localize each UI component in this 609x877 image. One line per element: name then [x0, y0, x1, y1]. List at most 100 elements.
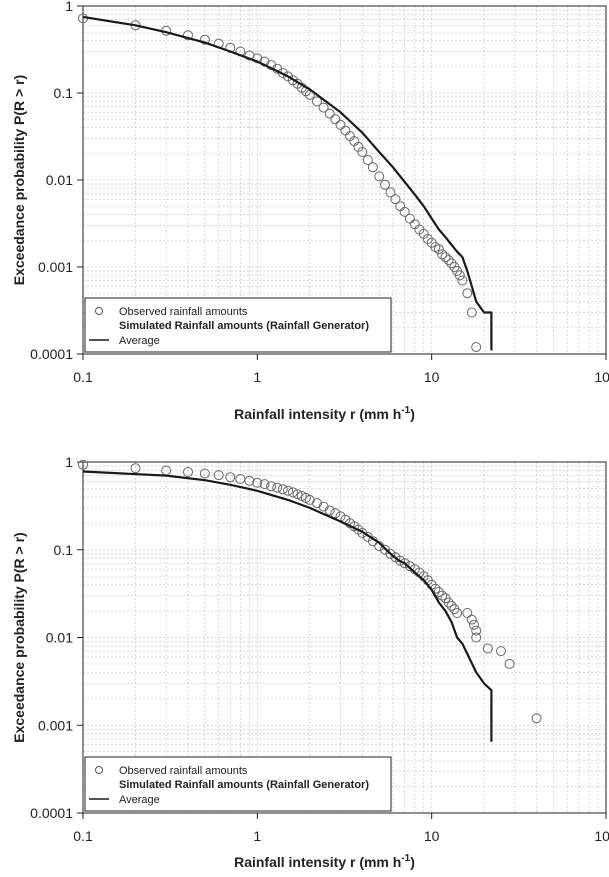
data-point-observed	[324, 108, 335, 119]
data-point-observed	[466, 307, 477, 318]
data-point-observed	[466, 614, 477, 625]
data-point-observed	[496, 646, 506, 657]
data-point-observed	[130, 463, 141, 474]
y-tick-label: 0.01	[46, 630, 73, 646]
data-point-observed	[244, 475, 255, 486]
x-tick-label: 100	[594, 369, 609, 385]
data-point-observed	[404, 561, 415, 572]
data-point-observed	[292, 489, 303, 500]
x-tick-label: 0.1	[73, 369, 93, 385]
data-point-observed	[482, 643, 493, 654]
data-point-observed	[471, 625, 482, 636]
y-axis-title: Exceedance probability P(R > r)	[11, 75, 27, 285]
data-point-observed	[283, 485, 293, 496]
legend-label-average: Average	[119, 335, 160, 347]
data-point-observed	[454, 270, 465, 281]
y-axis-title: Exceedance probability P(R > r)	[11, 532, 27, 742]
data-point-observed	[471, 342, 482, 353]
data-point-observed	[324, 505, 335, 516]
y-tick-label: 0.1	[54, 542, 74, 558]
data-point-observed	[353, 141, 364, 152]
data-point-observed	[353, 524, 364, 535]
data-point-observed	[422, 234, 433, 244]
y-tick-label: 1	[65, 454, 73, 470]
data-point-observed	[335, 119, 346, 130]
x-tick-label: 10	[424, 369, 440, 385]
legend-header-simulated: Simulated Rainfall amounts (Rainfall Gen…	[119, 779, 369, 791]
data-point-observed	[277, 484, 288, 495]
data-point-observed	[443, 597, 454, 608]
data-point-observed	[357, 147, 368, 157]
x-tick-label: 1	[253, 369, 261, 385]
data-point-observed	[340, 125, 351, 136]
data-point-observed	[437, 590, 448, 601]
data-point-observed	[312, 498, 322, 509]
data-point-observed	[531, 713, 542, 724]
data-point-observed	[287, 487, 298, 498]
data-point-observed	[252, 53, 263, 64]
data-point-observed	[252, 477, 263, 488]
legend-label-observed: Observed rainfall amounts	[119, 765, 248, 777]
legend-label-average: Average	[119, 794, 160, 806]
data-point-observed	[266, 481, 277, 492]
data-point-observed	[390, 194, 401, 205]
data-point-observed	[78, 459, 88, 470]
data-point-observed	[385, 548, 396, 559]
x-axis-title: Rainfall intensity r (mm h-1)	[234, 405, 415, 422]
data-point-observed	[462, 608, 473, 618]
data-point-observed	[225, 472, 236, 483]
y-tick-label: 0.1	[54, 85, 74, 101]
y-tick-label: 0.01	[46, 172, 73, 188]
data-point-observed	[462, 288, 473, 299]
data-point-observed	[277, 68, 288, 78]
x-tick-label: 1	[253, 828, 261, 844]
data-point-observed	[330, 114, 341, 125]
series-line-average	[82, 15, 493, 351]
legend: Observed rainfall amounts Simulated Rainf…	[84, 297, 392, 353]
data-point-observed	[399, 206, 410, 217]
data-point-observed	[440, 252, 451, 263]
legend-header-simulated: Simulated Rainfall amounts (Rainfall Gen…	[119, 320, 369, 332]
x-tick-label: 100	[594, 828, 609, 844]
data-point-observed	[374, 171, 385, 182]
legend-label-observed: Observed rainfall amounts	[119, 306, 248, 318]
y-tick-label: 0.0001	[30, 346, 73, 362]
data-point-observed	[437, 249, 448, 260]
data-point-observed	[318, 102, 329, 113]
data-point-observed	[213, 470, 224, 481]
data-point-observed	[199, 34, 210, 45]
chart-panel-top: 0.1 1 10 100 1 0.1 0.01 0.001 0.0001 Rainfall int…	[11, 0, 609, 422]
legend: Observed rainfall amounts Simulated Rainf…	[84, 756, 392, 812]
x-tick-label: 10	[424, 828, 440, 844]
grid	[82, 6, 606, 355]
data-point-observed	[433, 244, 444, 255]
data-point-observed	[367, 162, 378, 173]
legend-marker-observed	[95, 307, 103, 315]
data-point-observed	[399, 558, 410, 569]
y-tick-label: 0.0001	[30, 805, 73, 821]
y-tick-label: 0.001	[38, 259, 73, 275]
data-point-observed	[433, 587, 444, 597]
data-point-observed	[443, 255, 454, 266]
data-point-observed	[357, 528, 368, 538]
y-tick-label: 1	[65, 0, 73, 14]
data-point-observed	[471, 632, 482, 643]
data-point-observed	[469, 619, 479, 630]
data-point-observed	[362, 155, 373, 165]
chart-panel-bottom: 0.1 1 10 100 1 0.1 0.01 0.001 0.0001 Rainfall int…	[11, 454, 609, 870]
y-tick-label: 0.001	[38, 717, 73, 733]
data-point-observed	[183, 467, 193, 477]
data-point-observed	[385, 187, 396, 198]
data-point-observed	[259, 479, 270, 490]
data-point-observed	[380, 179, 390, 190]
data-point-observed	[330, 508, 341, 519]
data-point-observed	[504, 658, 515, 669]
x-axis-title: Rainfall intensity r (mm h-1)	[234, 853, 415, 870]
data-point-observed	[430, 242, 441, 252]
data-point-observed	[272, 482, 283, 493]
data-point-observed	[312, 96, 322, 107]
x-tick-label: 0.1	[73, 828, 93, 844]
data-point-observed	[304, 494, 315, 505]
data-point-observed	[199, 468, 210, 479]
